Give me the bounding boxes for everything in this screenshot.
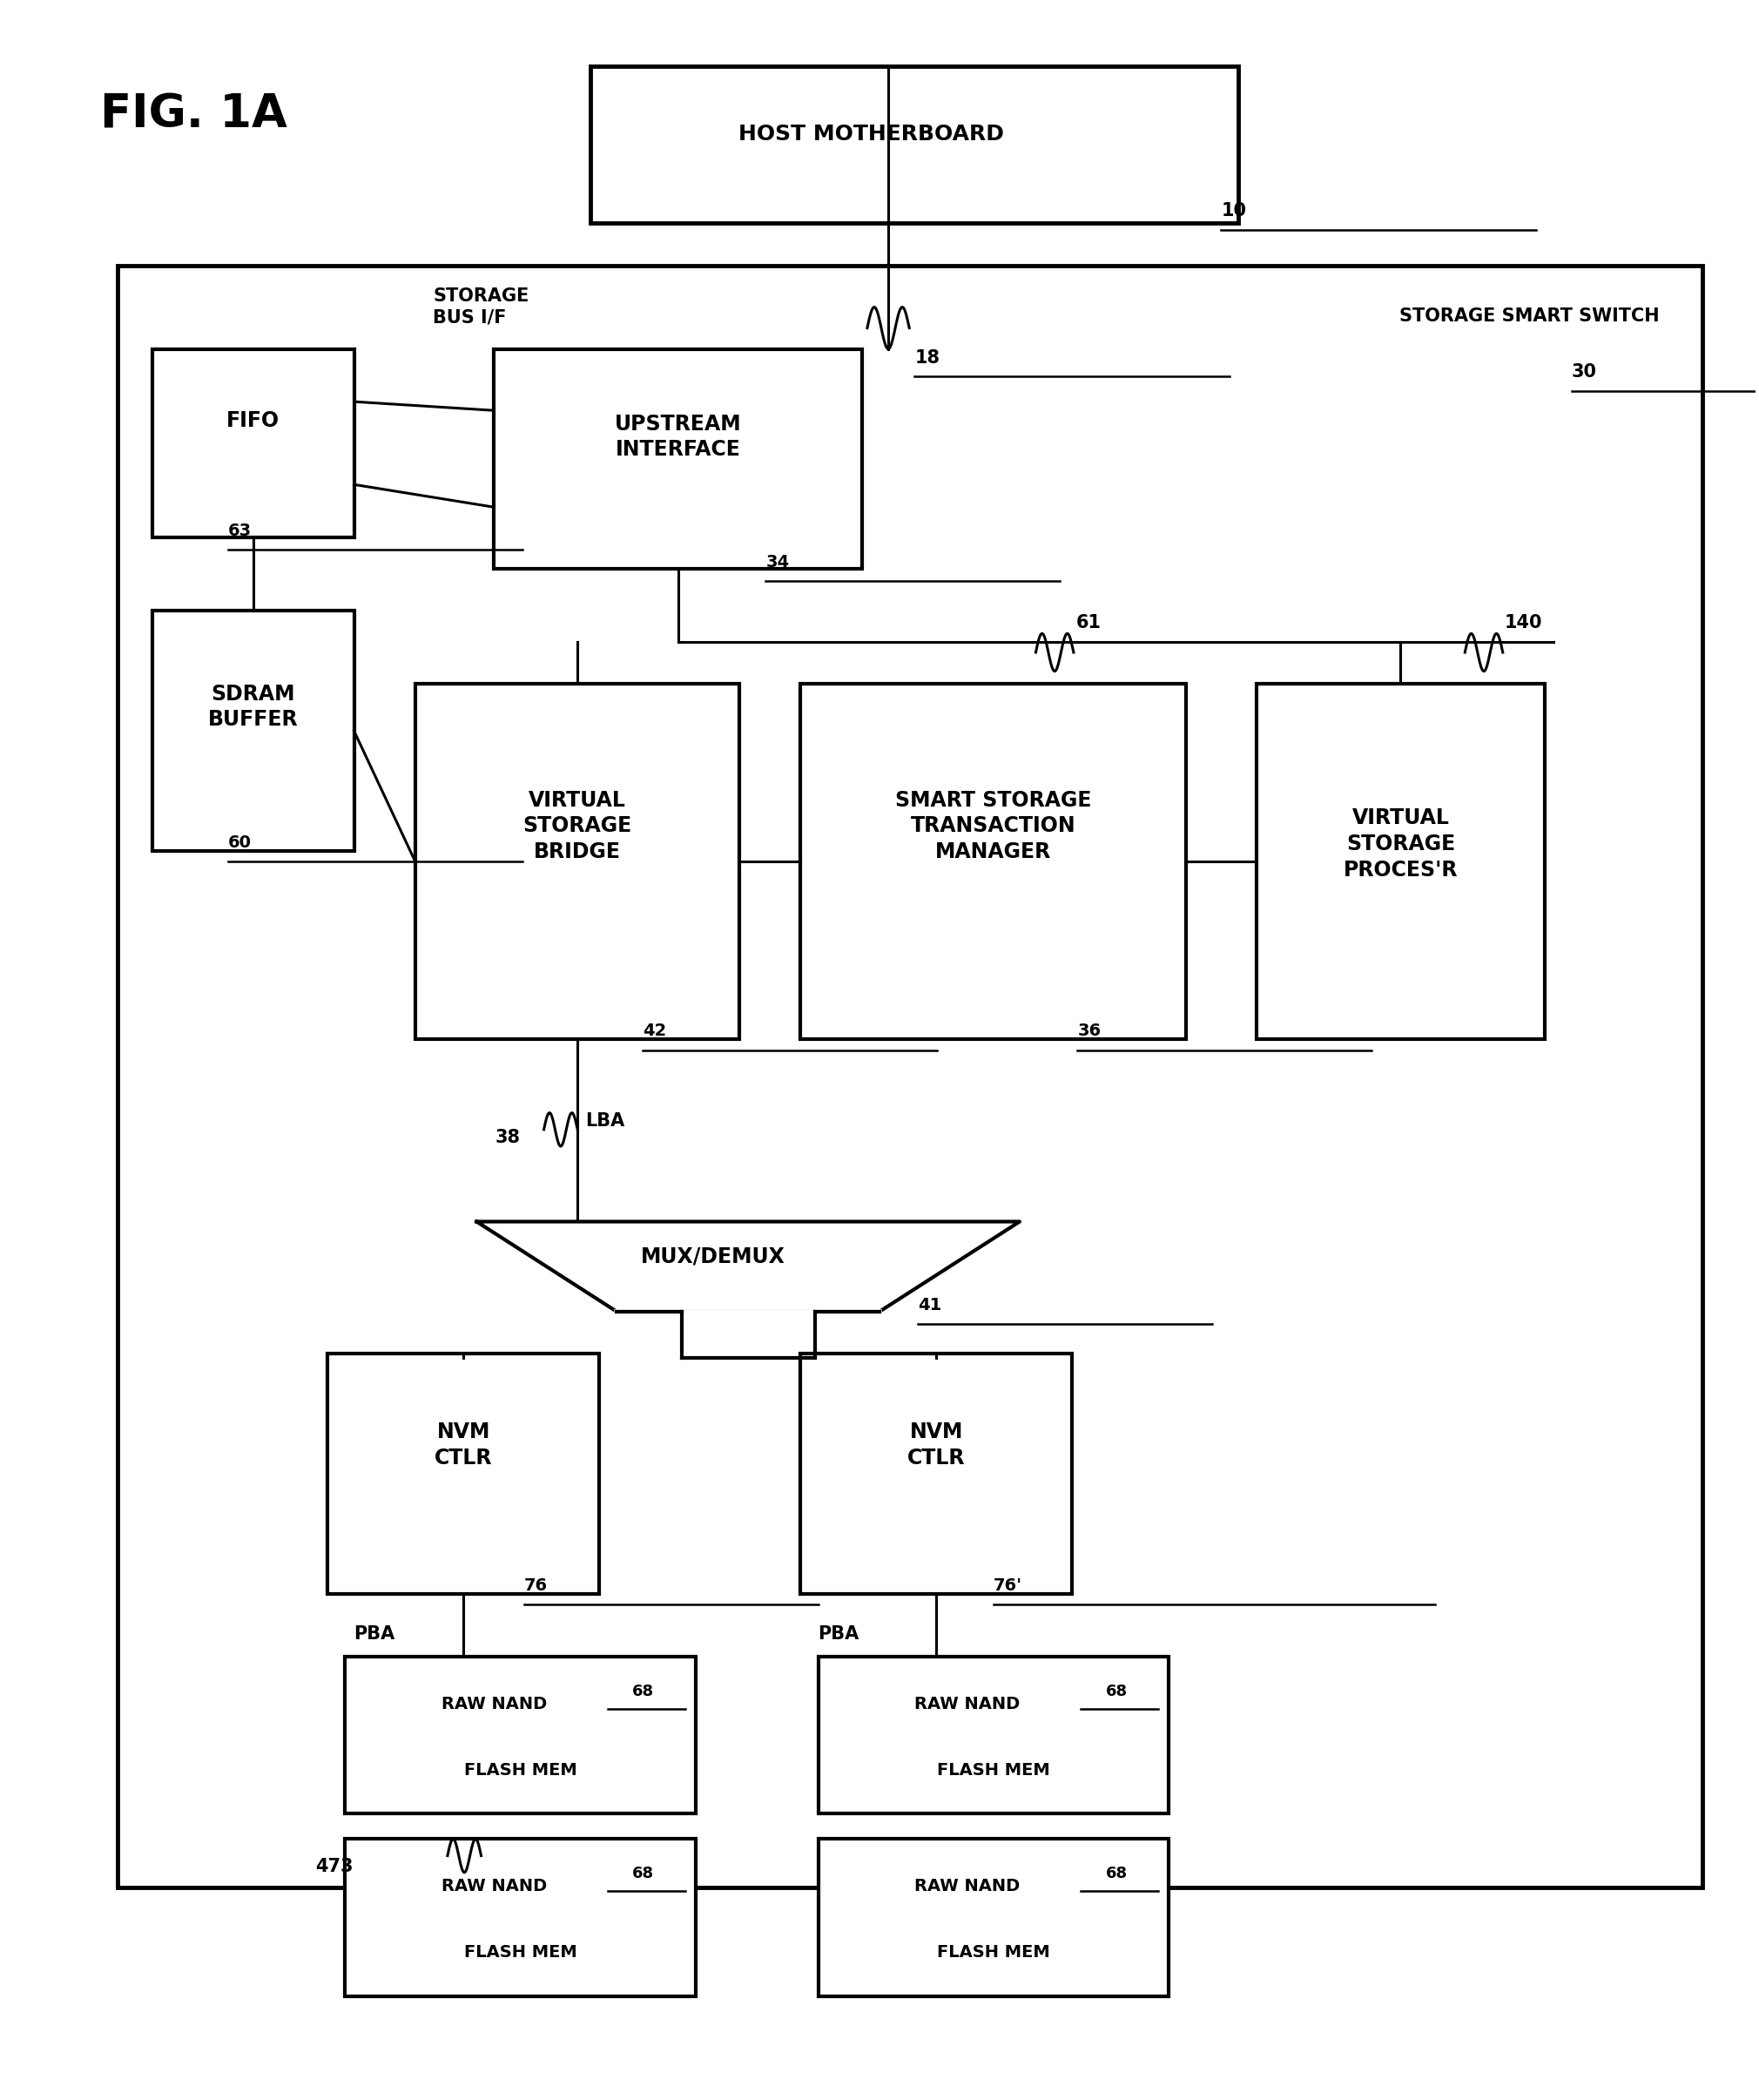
Text: FIG. 1A: FIG. 1A bbox=[100, 92, 287, 136]
Text: LBA: LBA bbox=[586, 1113, 624, 1130]
Text: STORAGE
BUS I/F: STORAGE BUS I/F bbox=[433, 288, 529, 328]
Text: SDRAM
BUFFER: SDRAM BUFFER bbox=[208, 682, 299, 731]
Text: FIFO: FIFO bbox=[227, 410, 280, 430]
Text: 76: 76 bbox=[524, 1577, 547, 1594]
Text: 42: 42 bbox=[644, 1023, 667, 1040]
Text: VIRTUAL
STORAGE
PROCES'R: VIRTUAL STORAGE PROCES'R bbox=[1344, 808, 1458, 880]
FancyBboxPatch shape bbox=[800, 685, 1186, 1040]
Text: VIRTUAL
STORAGE
BRIDGE: VIRTUAL STORAGE BRIDGE bbox=[522, 790, 631, 863]
Text: NVM
CTLR: NVM CTLR bbox=[434, 1422, 493, 1468]
FancyBboxPatch shape bbox=[389, 653, 1562, 1060]
Text: HOST MOTHERBOARD: HOST MOTHERBOARD bbox=[739, 124, 1003, 145]
Text: FLASH MEM: FLASH MEM bbox=[938, 1762, 1050, 1779]
Text: 140: 140 bbox=[1506, 613, 1543, 632]
Text: 473: 473 bbox=[315, 1859, 354, 1875]
Text: RAW NAND: RAW NAND bbox=[915, 1877, 1020, 1894]
Text: 41: 41 bbox=[918, 1298, 941, 1312]
FancyBboxPatch shape bbox=[1256, 685, 1544, 1040]
FancyBboxPatch shape bbox=[818, 1840, 1168, 1995]
Text: NVM
CTLR: NVM CTLR bbox=[908, 1422, 966, 1468]
FancyBboxPatch shape bbox=[494, 349, 862, 569]
Text: 76': 76' bbox=[994, 1577, 1022, 1594]
Text: PBA: PBA bbox=[354, 1625, 396, 1642]
FancyBboxPatch shape bbox=[818, 1657, 1168, 1814]
Text: 68: 68 bbox=[633, 1865, 654, 1882]
Text: RAW NAND: RAW NAND bbox=[442, 1695, 547, 1712]
Text: STORAGE SMART SWITCH: STORAGE SMART SWITCH bbox=[1398, 307, 1659, 326]
Text: 36: 36 bbox=[1078, 1023, 1101, 1040]
Text: UPSTREAM
INTERFACE: UPSTREAM INTERFACE bbox=[614, 414, 742, 460]
Text: 18: 18 bbox=[915, 349, 939, 365]
Text: 34: 34 bbox=[765, 554, 790, 571]
Text: 68: 68 bbox=[633, 1684, 654, 1699]
Polygon shape bbox=[477, 1222, 1020, 1312]
Text: RAW NAND: RAW NAND bbox=[915, 1695, 1020, 1712]
Text: FLASH MEM: FLASH MEM bbox=[464, 1762, 577, 1779]
Text: RAW NAND: RAW NAND bbox=[442, 1877, 547, 1894]
Text: MUX/DEMUX: MUX/DEMUX bbox=[640, 1245, 785, 1266]
FancyBboxPatch shape bbox=[800, 1352, 1073, 1594]
FancyBboxPatch shape bbox=[345, 1657, 695, 1814]
Text: 10: 10 bbox=[1221, 202, 1247, 220]
Text: 68: 68 bbox=[1105, 1684, 1128, 1699]
Text: SMART STORAGE
TRANSACTION
MANAGER: SMART STORAGE TRANSACTION MANAGER bbox=[895, 790, 1092, 863]
FancyBboxPatch shape bbox=[415, 685, 739, 1040]
Text: 63: 63 bbox=[229, 523, 252, 540]
Text: 30: 30 bbox=[1571, 363, 1597, 380]
FancyBboxPatch shape bbox=[153, 349, 354, 538]
Text: 60: 60 bbox=[229, 834, 252, 850]
Text: 68: 68 bbox=[1105, 1865, 1128, 1882]
Text: 38: 38 bbox=[494, 1130, 521, 1147]
FancyBboxPatch shape bbox=[591, 67, 1238, 223]
Text: FLASH MEM: FLASH MEM bbox=[464, 1945, 577, 1959]
Text: 61: 61 bbox=[1077, 613, 1101, 632]
Text: FLASH MEM: FLASH MEM bbox=[938, 1945, 1050, 1959]
FancyBboxPatch shape bbox=[345, 1840, 695, 1995]
FancyBboxPatch shape bbox=[327, 1352, 600, 1594]
Text: PBA: PBA bbox=[818, 1625, 860, 1642]
FancyBboxPatch shape bbox=[118, 265, 1703, 1888]
FancyBboxPatch shape bbox=[153, 611, 354, 851]
